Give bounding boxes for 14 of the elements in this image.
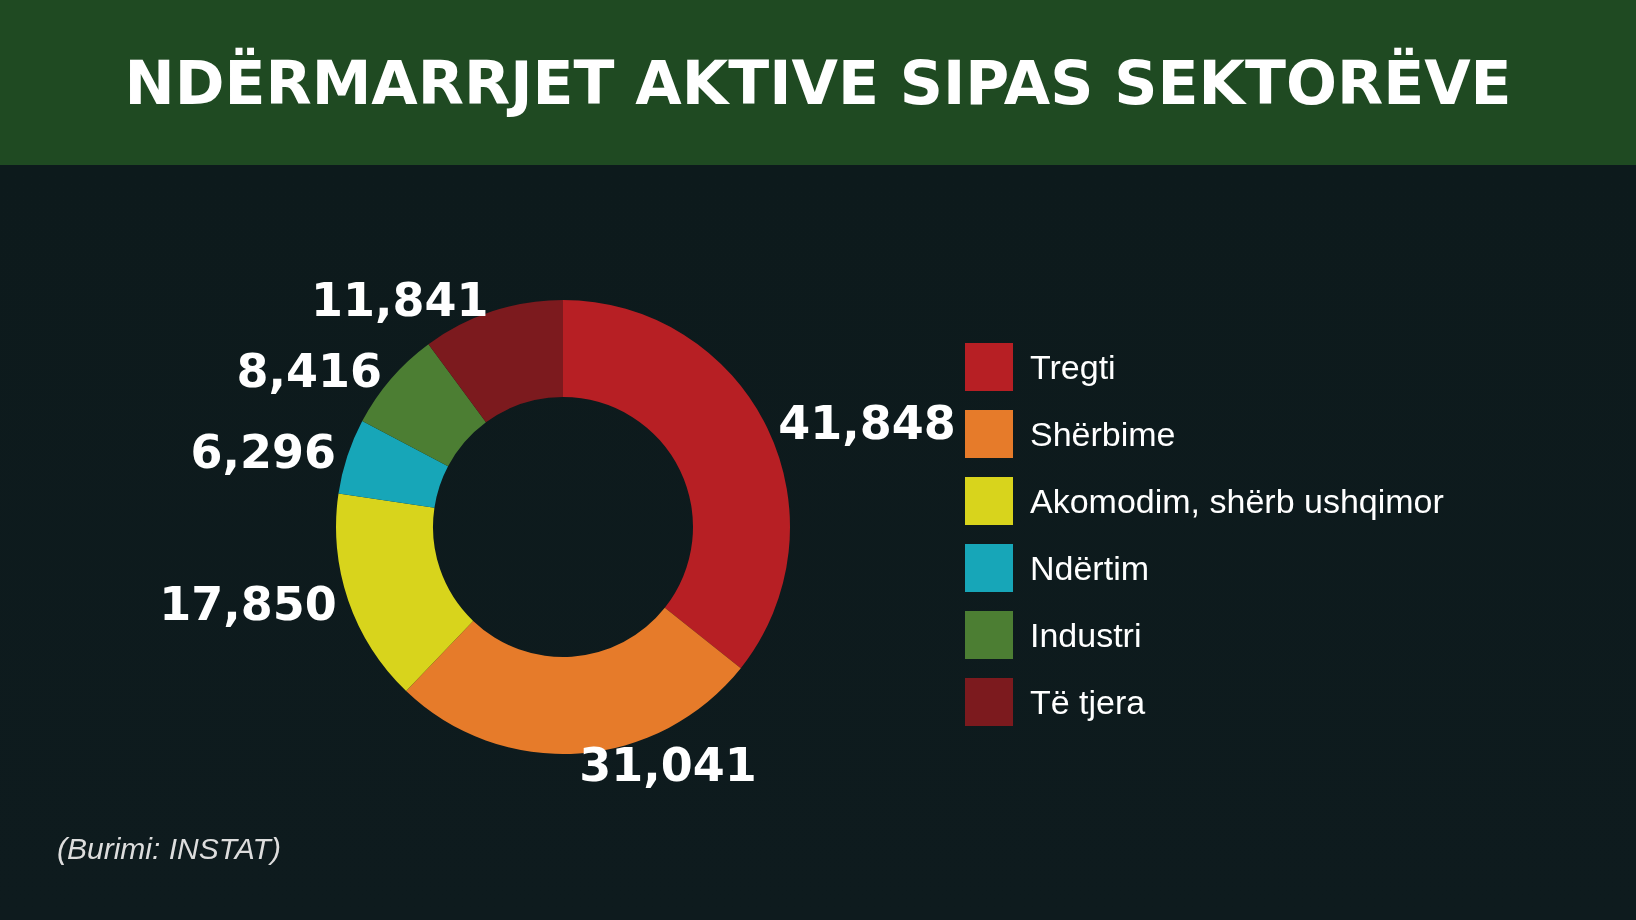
data-label: 11,841	[310, 272, 489, 327]
text: (Burimi: INSTAT)	[57, 831, 281, 865]
data-label: 17,850	[159, 577, 337, 632]
data-label: 31,041	[579, 738, 757, 793]
data-label: 8,416	[236, 344, 382, 399]
legend-label: Tregti	[1030, 348, 1116, 386]
chart-title: NDËRMARRJET AKTIVE SIPAS SEKTORËVE	[124, 47, 1512, 118]
legend-label: Akomodim, shërb ushqimor	[1030, 482, 1444, 520]
legend-label: Shërbime	[1030, 415, 1176, 453]
legend-label: Industri	[1030, 616, 1142, 654]
legend-label: Ndërtim	[1030, 549, 1150, 587]
legend-label: Të tjera	[1030, 683, 1146, 721]
data-label: 41,848	[778, 396, 956, 451]
data-label: 6,296	[190, 425, 336, 480]
